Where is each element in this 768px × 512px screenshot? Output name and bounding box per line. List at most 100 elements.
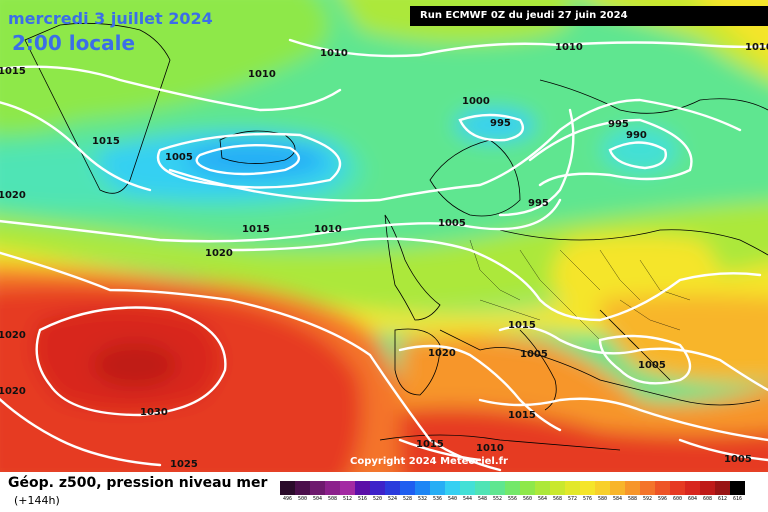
copyright-notice: Copyright 2024 Meteociel.fr — [350, 456, 508, 467]
legend-value: 504 — [312, 496, 323, 502]
legend-value: 564 — [537, 496, 548, 502]
isobar-label: 1015 — [242, 224, 270, 235]
isobar-label: 1015 — [416, 439, 444, 450]
legend-swatch — [595, 481, 610, 495]
legend-swatch — [670, 481, 685, 495]
isobar-label: 995 — [528, 198, 549, 209]
isobar-label: 1020 — [0, 386, 26, 397]
legend-value: 560 — [522, 496, 533, 502]
legend-step: 516 — [355, 481, 370, 503]
legend-step: 604 — [685, 481, 700, 503]
legend-step: 572 — [565, 481, 580, 503]
isobar-label: 995 — [608, 119, 629, 130]
legend-swatch — [445, 481, 460, 495]
color-legend: 496 500 504 508 512 516 520 524 528 532 536 540 544 5… — [280, 481, 745, 503]
product-title: Géop. z500, pression niveau mer — [8, 475, 268, 491]
legend-step: 548 — [475, 481, 490, 503]
legend-swatch — [340, 481, 355, 495]
isobar-label: 1010 — [314, 224, 342, 235]
isobar-label: 1015 — [0, 66, 26, 77]
isobar-label: 1020 — [428, 348, 456, 359]
legend-step: 596 — [655, 481, 670, 503]
isobar-label: 1010 — [476, 443, 504, 454]
isobar-label: 1030 — [140, 407, 168, 418]
legend-swatch — [385, 481, 400, 495]
legend-value: 512 — [342, 496, 353, 502]
legend-step: 568 — [550, 481, 565, 503]
legend-step: 564 — [535, 481, 550, 503]
forecast-local-time: 2:00 locale — [12, 31, 136, 55]
legend-swatch — [565, 481, 580, 495]
legend-value: 580 — [597, 496, 608, 502]
isobar-labels: 1015 1010 1010 1010 1010 1000 995 995 99… — [0, 42, 768, 470]
legend-swatch — [355, 481, 370, 495]
legend-swatch — [685, 481, 700, 495]
legend-swatch — [700, 481, 715, 495]
legend-value: 496 — [282, 496, 293, 502]
forecast-horizon: (+144h) — [14, 494, 60, 507]
isobar-label: 1005 — [520, 349, 548, 360]
legend-step: 580 — [595, 481, 610, 503]
legend-value: 576 — [582, 496, 593, 502]
legend-swatch — [460, 481, 475, 495]
legend-step: 540 — [445, 481, 460, 503]
geopotential-field — [0, 0, 768, 472]
legend-value: 536 — [432, 496, 443, 502]
isobar-label: 1015 — [92, 136, 120, 147]
legend-step: 500 — [295, 481, 310, 503]
legend-value: 600 — [672, 496, 683, 502]
legend-step: 552 — [490, 481, 505, 503]
legend-swatch — [415, 481, 430, 495]
legend-swatch — [280, 481, 295, 495]
legend-step: 520 — [370, 481, 385, 503]
legend-swatch — [625, 481, 640, 495]
legend-step: 544 — [460, 481, 475, 503]
legend-step: 576 — [580, 481, 595, 503]
isobar-label: 995 — [490, 118, 511, 129]
isobar-label: 1005 — [165, 152, 193, 163]
isobar-label: 1010 — [248, 69, 276, 80]
legend-step: 504 — [310, 481, 325, 503]
legend-swatch — [715, 481, 730, 495]
legend-swatch — [730, 481, 745, 495]
legend-value: 608 — [702, 496, 713, 502]
legend-value: 592 — [642, 496, 653, 502]
weather-map: 1015 1010 1010 1010 1010 1000 995 995 99… — [0, 0, 768, 472]
legend-step: 556 — [505, 481, 520, 503]
legend-value: 556 — [507, 496, 518, 502]
legend-swatch — [505, 481, 520, 495]
isobar-label: 1015 — [508, 410, 536, 421]
legend-swatch — [535, 481, 550, 495]
isobar-label: 1020 — [205, 248, 233, 259]
legend-step: 496 — [280, 481, 295, 503]
isobars — [0, 38, 768, 472]
isobar-label: 1025 — [170, 459, 198, 470]
legend-swatch — [490, 481, 505, 495]
legend-swatch — [310, 481, 325, 495]
legend-value: 516 — [357, 496, 368, 502]
legend-swatch — [610, 481, 625, 495]
borders — [469, 239, 691, 341]
legend-swatch — [400, 481, 415, 495]
legend-value: 524 — [387, 496, 398, 502]
isobar-label: 1020 — [0, 190, 26, 201]
legend-value: 612 — [717, 496, 728, 502]
isobar-label: 1010 — [745, 42, 768, 53]
legend-step: 592 — [640, 481, 655, 503]
legend-value: 548 — [477, 496, 488, 502]
legend-value: 544 — [462, 496, 473, 502]
legend-step: 588 — [625, 481, 640, 503]
legend-swatch — [325, 481, 340, 495]
legend-value: 596 — [657, 496, 668, 502]
isobar-label: 1020 — [0, 330, 26, 341]
legend-value: 568 — [552, 496, 563, 502]
isobar-label: 1005 — [438, 218, 466, 229]
legend-swatch — [295, 481, 310, 495]
legend-value: 588 — [627, 496, 638, 502]
legend-swatch — [655, 481, 670, 495]
legend-value: 532 — [417, 496, 428, 502]
legend-value: 500 — [297, 496, 308, 502]
isobar-label: 990 — [626, 130, 647, 141]
legend-step: 616 — [730, 481, 745, 503]
